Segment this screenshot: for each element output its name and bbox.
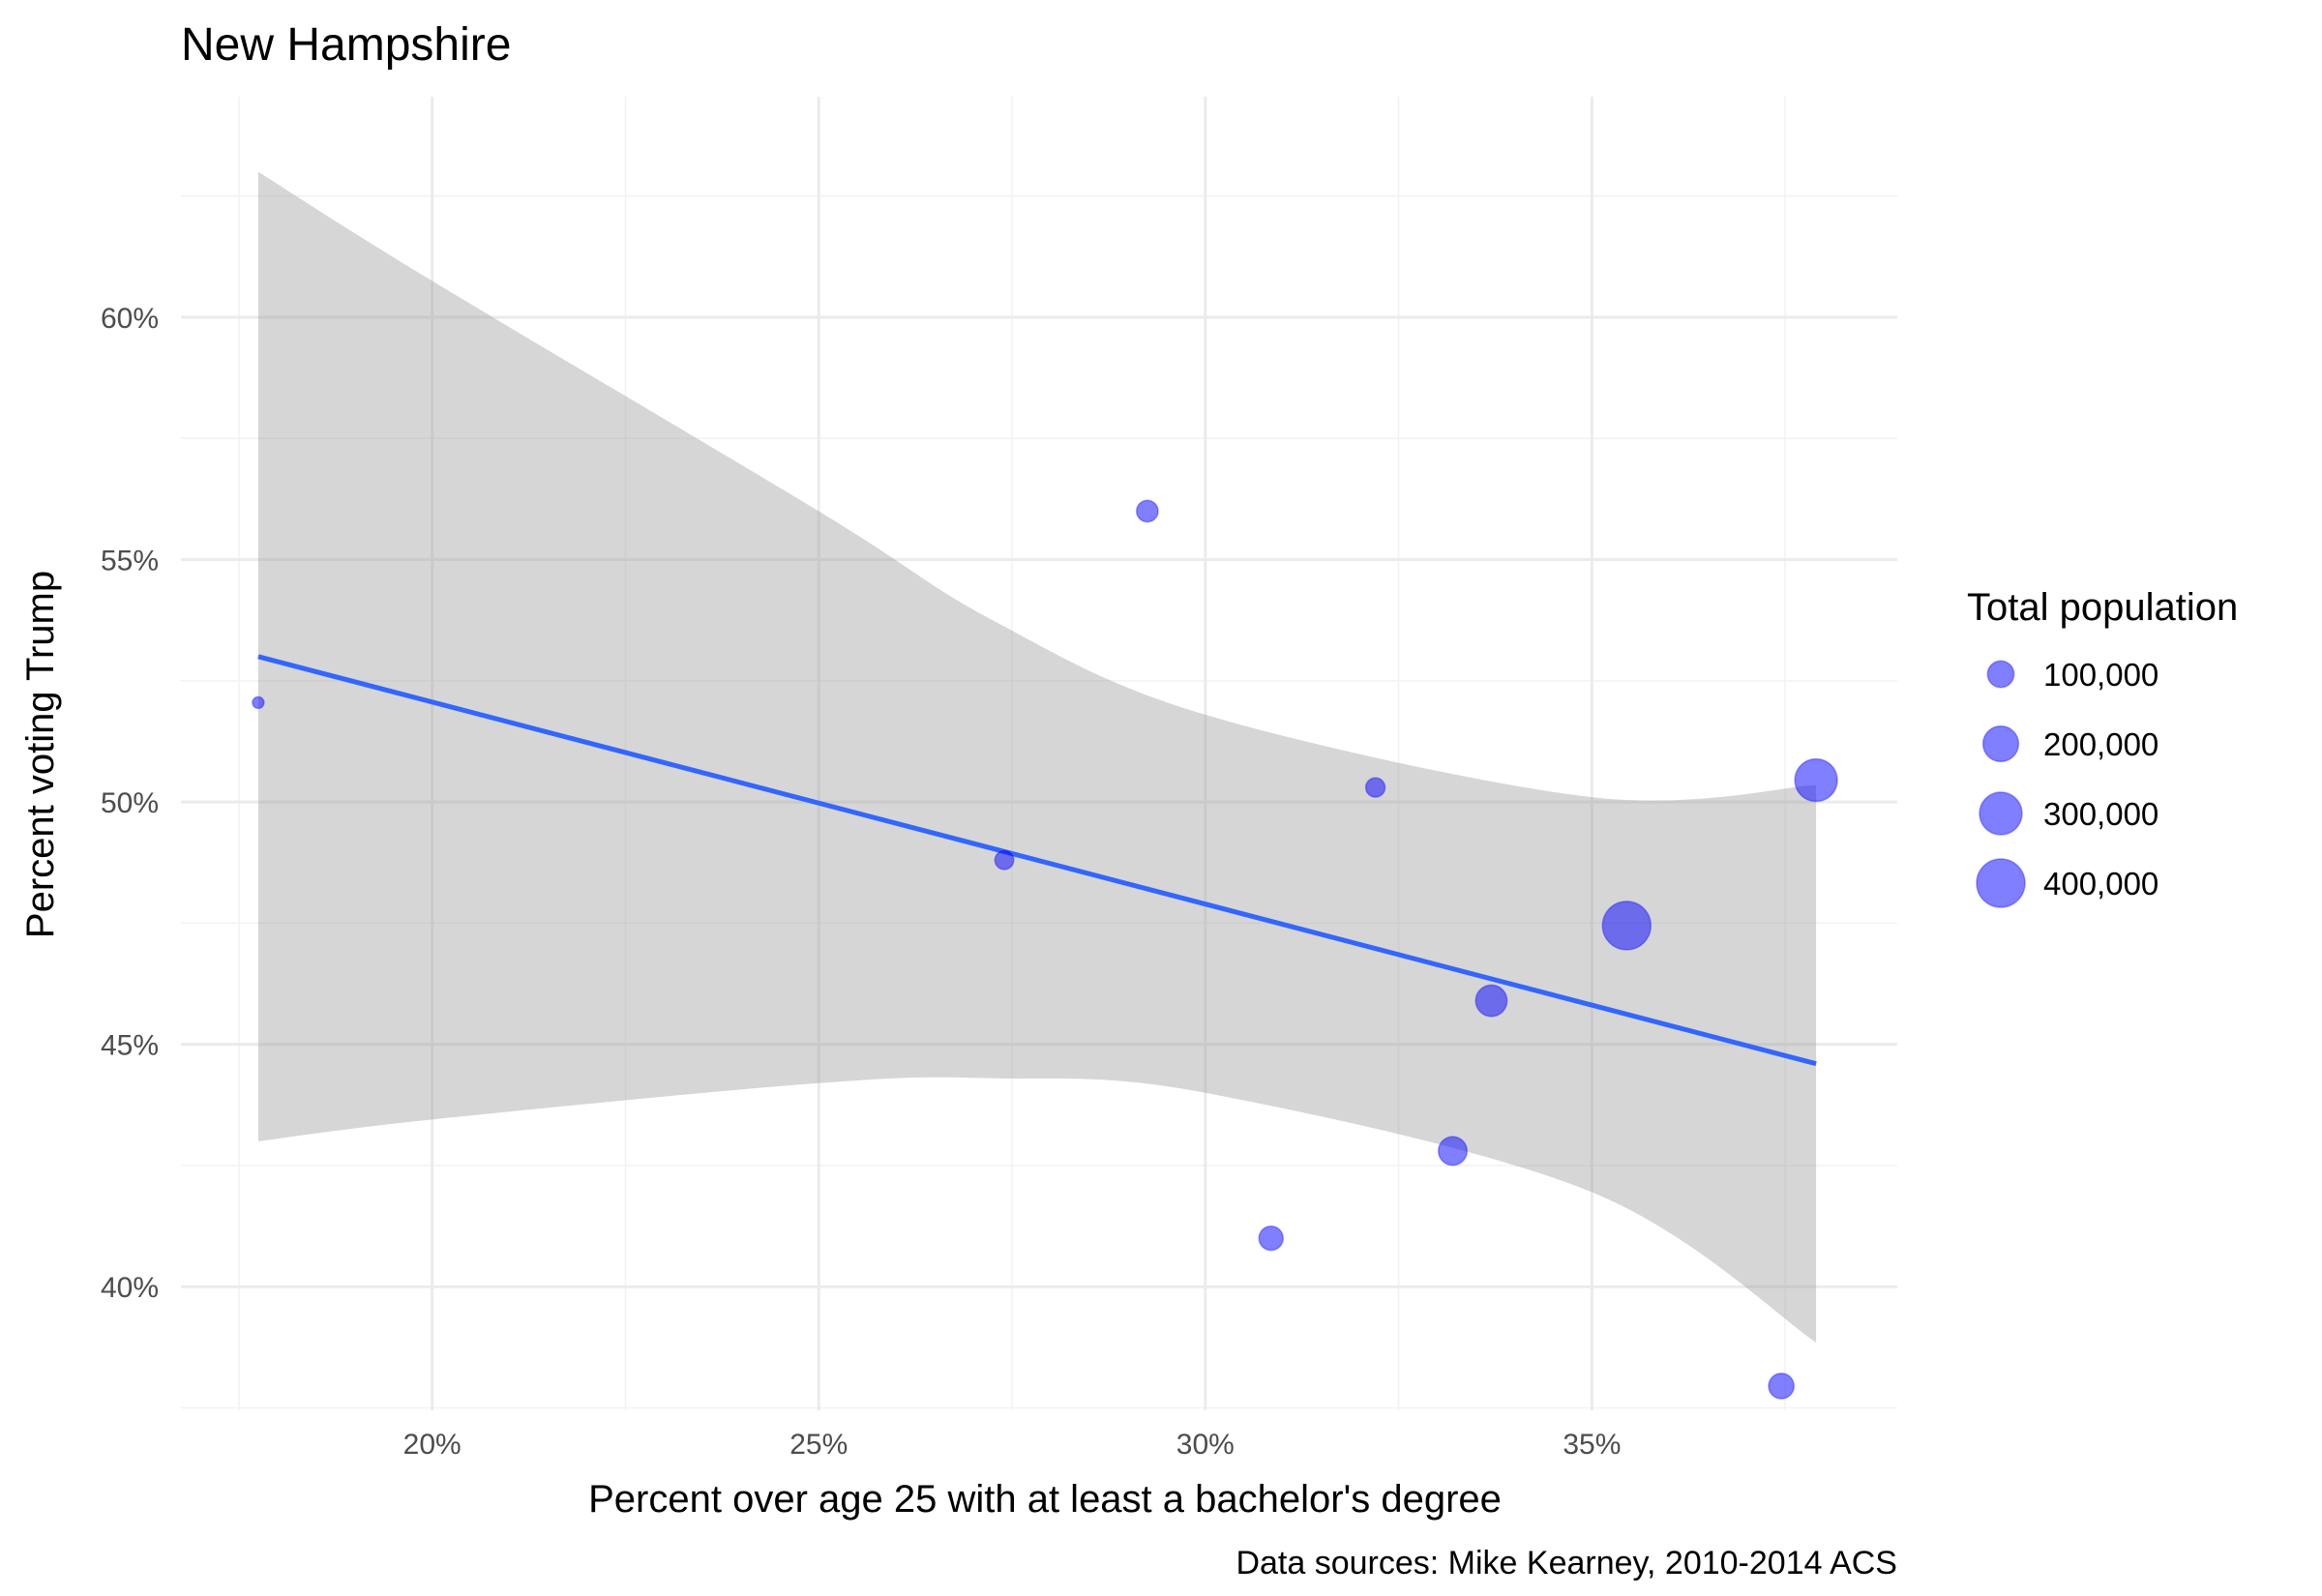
legend-label: 200,000 [2043, 726, 2158, 762]
legend-entries: 100,000 200,000 300,000 400,000 [1976, 657, 2158, 908]
y-axis-title: Percent voting Trump [19, 571, 62, 938]
legend: Total population 100,000 200,000 300,000 40… [1967, 586, 2238, 908]
x-tick-label: 35% [1563, 1429, 1621, 1461]
x-axis-tick-labels: 20% 25% 30% 35% [403, 1429, 1622, 1461]
legend-label: 400,000 [2043, 866, 2158, 901]
y-tick-label: 45% [101, 1030, 159, 1062]
legend-key-circle [1986, 660, 2015, 689]
data-point [1474, 984, 1508, 1018]
legend-key-circle [1979, 791, 2023, 836]
data-point [252, 695, 265, 710]
regression-line [257, 654, 1817, 1067]
y-tick-label: 50% [101, 787, 159, 819]
data-point [994, 849, 1015, 871]
legend-title: Total population [1967, 586, 2238, 629]
x-tick-label: 25% [789, 1429, 848, 1461]
chart-title: New Hampshire [181, 19, 511, 71]
major-gridlines [181, 97, 1897, 1410]
x-tick-label: 20% [403, 1429, 461, 1461]
confidence-band [257, 171, 1817, 1343]
y-tick-label: 40% [101, 1272, 159, 1304]
data-points [252, 499, 1838, 1400]
data-point [1601, 901, 1652, 951]
legend-label: 300,000 [2043, 796, 2158, 832]
y-axis-tick-labels: 40% 45% 50% 55% 60% [101, 303, 159, 1304]
legend-label: 100,000 [2043, 657, 2158, 693]
data-point [1135, 499, 1159, 523]
caption: Data sources: Mike Kearney, 2010-2014 AC… [1235, 1545, 1897, 1581]
data-point [1794, 757, 1838, 803]
data-point [1437, 1136, 1469, 1167]
data-point [1364, 777, 1386, 798]
y-tick-label: 60% [101, 303, 159, 335]
data-point [1768, 1373, 1796, 1400]
legend-key-circle [1976, 858, 2026, 908]
x-tick-label: 30% [1176, 1429, 1235, 1461]
y-tick-label: 55% [101, 546, 159, 577]
minor-gridlines [181, 97, 1897, 1410]
x-axis-title: Percent over age 25 with at least a bach… [588, 1478, 1502, 1521]
data-point [1258, 1225, 1285, 1252]
legend-key-circle [1981, 724, 2020, 763]
